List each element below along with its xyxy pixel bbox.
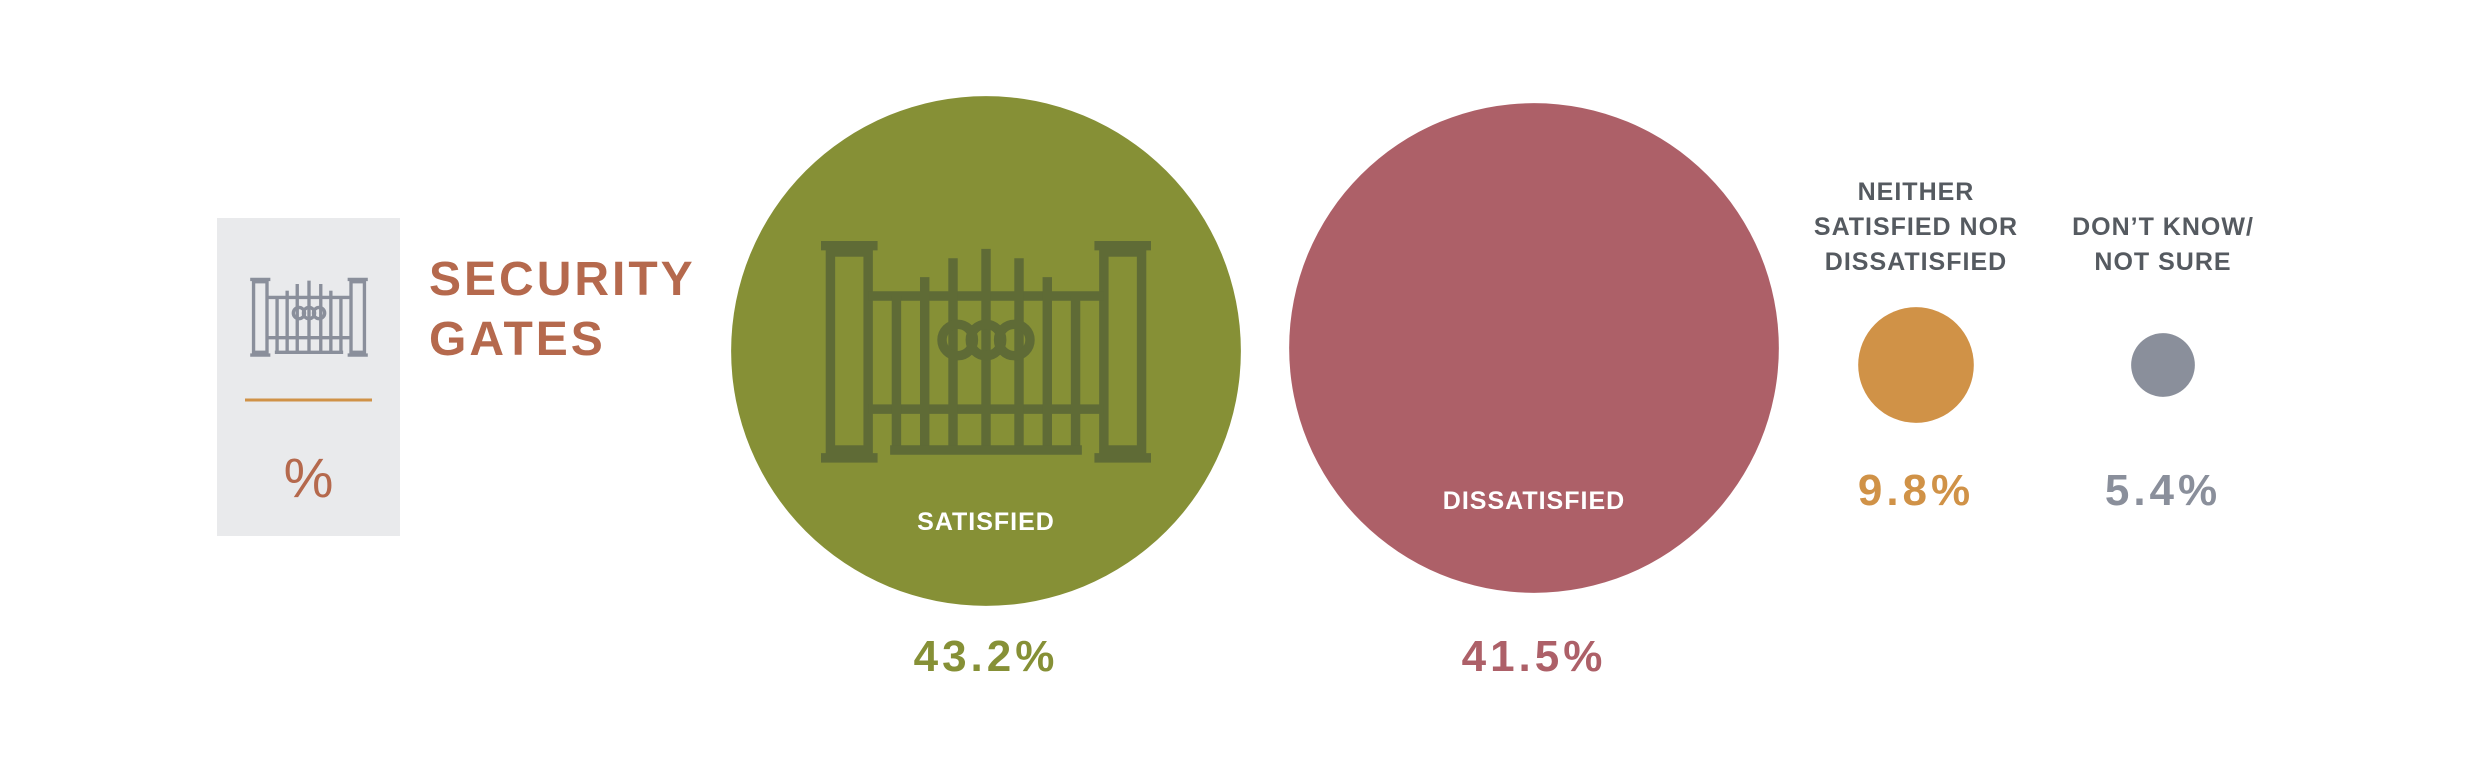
bubble [1858,307,1974,423]
unit-label: % [283,446,334,509]
legend-panel [217,218,400,536]
gate-icon [250,277,368,357]
gate-icon [821,246,1151,458]
value-label: 5.4% [2104,466,2222,515]
value-label: 9.8% [1857,466,1975,515]
value-label: 41.5% [1461,632,1607,681]
category-label: DISSATISFIED [1442,487,1626,515]
category-label: DON’T KNOW/ NOT SURE [2072,213,2254,276]
bubble [1289,103,1779,593]
category-label: NEITHER SATISFIED NOR DISSATISFIED [1813,178,2019,276]
chart-title: SECURITY GATES [429,253,695,366]
value-label: 43.2% [913,632,1059,681]
category-label: SATISFIED [917,508,1055,536]
bubble [2131,333,2195,397]
